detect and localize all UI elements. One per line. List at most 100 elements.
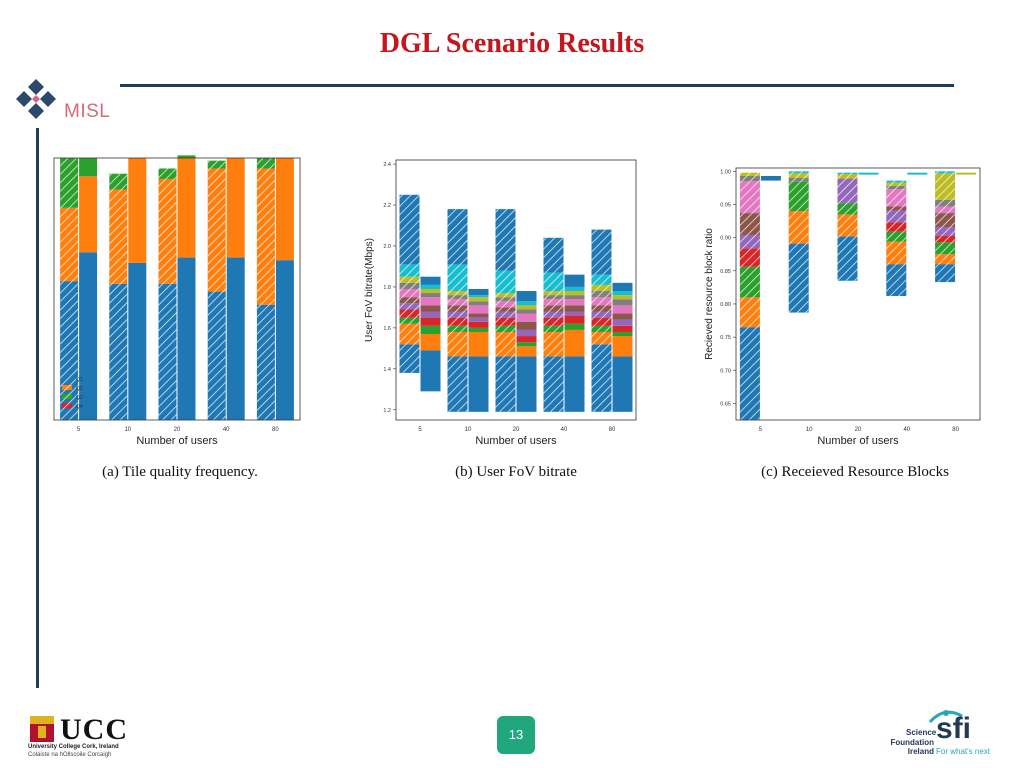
bitrate-bar-solid-segment-80 — [612, 295, 633, 300]
bar-hatch-overlay — [935, 235, 956, 243]
bitrate-bar-solid-segment-40 — [564, 286, 585, 292]
ucc-subtitle-irish: Coláiste na hOllscoile Corcaigh — [28, 752, 112, 758]
bar-hatch-overlay — [495, 270, 516, 294]
bar-hatch-overlay — [886, 241, 907, 265]
bar-hatch-overlay — [935, 242, 956, 255]
bar-hatch-overlay — [399, 276, 420, 283]
bar-hatch-overlay — [739, 266, 760, 298]
bitrate-bar-solid-segment-5 — [420, 350, 441, 392]
bar-q2-solid-80 — [275, 158, 294, 261]
bitrate-bar-solid-segment-80 — [612, 319, 633, 326]
bar-hatch-overlay — [495, 325, 516, 332]
bitrate-bar-solid-segment-5 — [420, 293, 441, 298]
legend-label-q4: Q4 — [76, 404, 83, 410]
bar-hatch-overlay — [837, 236, 858, 281]
y-tick-label: 0.90 — [720, 236, 731, 242]
bitrate-bar-solid-segment-20 — [516, 342, 537, 347]
y-tick-label: 2.2 — [383, 203, 391, 209]
x-tick-label: 5 — [77, 427, 81, 433]
bitrate-bar-solid-segment-40 — [564, 274, 585, 287]
bitrate-bar-solid-segment-10 — [468, 295, 489, 298]
bar-hatch-overlay — [788, 211, 809, 244]
bar-hatch-overlay — [886, 222, 907, 232]
bitrate-bar-solid-segment-10 — [468, 331, 489, 357]
bar-hatch-overlay — [447, 295, 468, 300]
ucc-wordmark: UCC — [60, 713, 128, 746]
y-tick-label: 2.4 — [383, 162, 391, 168]
bar-hatch-overlay — [399, 323, 420, 345]
bitrate-bar-solid-segment-40 — [564, 329, 585, 357]
bar-q1-solid-40 — [226, 257, 245, 420]
bar-hatch-overlay — [447, 325, 468, 332]
bar-hatch-overlay — [399, 303, 420, 310]
bitrate-bar-solid-segment-10 — [468, 321, 489, 328]
bar-hatch-overlay — [447, 305, 468, 312]
bar-hatch-overlay — [495, 301, 516, 308]
page-number-badge: 13 — [497, 716, 535, 754]
x-tick-label: 40 — [561, 427, 568, 433]
x-axis-label: Number of users — [817, 435, 899, 447]
x-axis-label: Number of users — [136, 435, 218, 447]
bar-hatch-overlay — [935, 227, 956, 236]
bar-hatch-overlay — [886, 210, 907, 223]
bar-hatch-overlay — [543, 272, 564, 292]
bitrate-bar-solid-segment-10 — [468, 313, 489, 318]
bar-hatch-overlay — [935, 264, 956, 283]
bitrate-bar-solid-segment-40 — [564, 315, 585, 324]
bar-hatch-overlay — [739, 234, 760, 249]
bitrate-bar-solid-segment-10 — [468, 297, 489, 302]
bitrate-bar-solid-segment-10 — [468, 301, 489, 306]
bar-hatch-overlay — [591, 274, 612, 285]
bar-hatch-overlay — [447, 264, 468, 292]
bar-hatch-overlay — [495, 331, 516, 357]
y-tick-label: 0.75 — [720, 335, 731, 341]
bar-hatch-overlay — [739, 172, 760, 176]
y-tick-label: 1.2 — [383, 408, 391, 414]
bar-hatch-overlay — [543, 291, 564, 296]
bar-hatch-overlay — [543, 305, 564, 312]
legend-swatch-hatch — [62, 403, 72, 408]
bar-hatch-overlay — [399, 264, 420, 277]
bar-q2-solid-5 — [79, 176, 98, 253]
bar-hatch-overlay — [207, 168, 226, 292]
sfi-text-foundation: Foundation — [890, 738, 934, 747]
bar-hatch-overlay — [399, 288, 420, 298]
bitrate-bar-solid-segment-80 — [612, 336, 633, 357]
y-axis-label: Recieved resource block ratio — [704, 228, 715, 360]
bar-hatch-overlay — [591, 297, 612, 306]
bar-hatch-overlay — [158, 168, 177, 179]
bitrate-bar-solid-segment-10 — [468, 288, 489, 296]
misl-logo-text: MISL — [64, 101, 111, 122]
bar-hatch-overlay — [935, 171, 956, 174]
bitrate-bar-solid-segment-20 — [516, 291, 537, 302]
bar-hatch-overlay — [837, 173, 858, 179]
bar-hatch-overlay — [543, 237, 564, 273]
bitrate-bar-solid-segment-40 — [564, 311, 585, 316]
bar-hatch-overlay — [886, 189, 907, 207]
bar-hatch-overlay — [935, 213, 956, 228]
bitrate-bar-solid-segment-80 — [612, 313, 633, 320]
bitrate-bar-solid-segment-40 — [564, 323, 585, 330]
bar-hatch-overlay — [109, 283, 128, 420]
bitrate-bar-solid-segment-20 — [516, 305, 537, 310]
ucc-subtitle: University College Cork, Ireland — [28, 744, 119, 750]
x-tick-label: 40 — [903, 427, 910, 433]
bar-hatch-overlay — [256, 158, 275, 169]
bar-hatch-overlay — [739, 327, 760, 420]
x-tick-label: 40 — [223, 427, 230, 433]
bar-hatch-overlay — [543, 356, 564, 412]
bar-q2-solid-40 — [226, 158, 245, 258]
x-tick-label: 20 — [513, 427, 520, 433]
bar-hatch-overlay — [207, 160, 226, 169]
misl-logo-icon — [16, 79, 56, 119]
bar-hatch-overlay — [591, 331, 612, 345]
x-tick-label: 10 — [465, 427, 472, 433]
bitrate-bar-solid-segment-5 — [420, 325, 441, 335]
chart-user-fov-bitrate: 5 10 20 40 80 1.2 1.4 1.6 1.8 2.0 2.2 2.4 Number of … — [364, 159, 637, 447]
bar-hatch-overlay — [788, 177, 809, 182]
bar-hatch-overlay — [788, 243, 809, 313]
legend-swatch-hatch — [62, 385, 72, 390]
bar-hatch-overlay — [837, 172, 858, 174]
rb-bar-solid-segment-5 — [760, 175, 781, 181]
bitrate-bar-solid-segment-20 — [516, 313, 537, 322]
